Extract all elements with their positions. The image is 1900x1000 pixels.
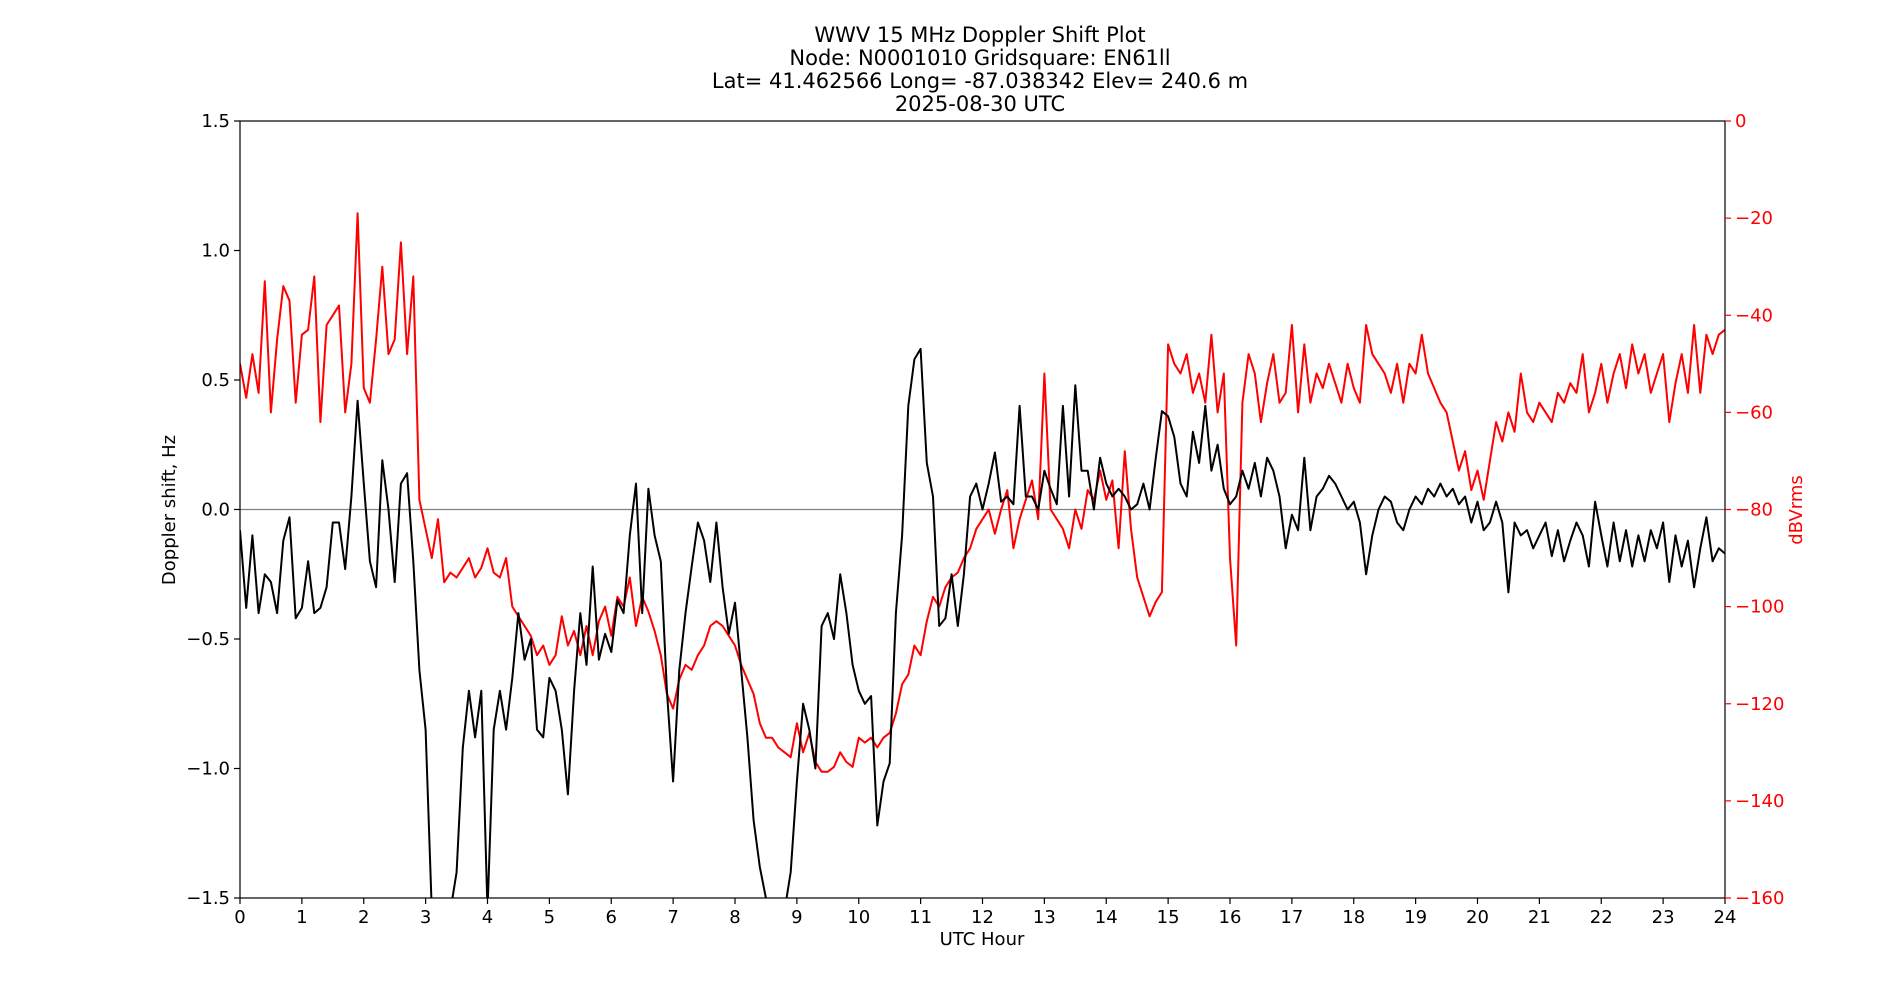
y-axis-label: Doppler shift, Hz	[159, 435, 180, 585]
title-line-4: 2025-08-30 UTC	[895, 92, 1065, 116]
x-tick-label: 8	[729, 907, 740, 928]
y-tick-label: −1.0	[186, 759, 230, 780]
x-tick-label: 24	[1714, 907, 1737, 928]
doppler-series-line	[240, 347, 1725, 898]
y2-tick-label: −40	[1735, 305, 1773, 326]
title-line-1: WWV 15 MHz Doppler Shift Plot	[814, 23, 1145, 47]
y-tick-label: 1.5	[201, 111, 230, 132]
x-tick-label: 0	[234, 907, 245, 928]
x-tick-label: 21	[1528, 907, 1551, 928]
x-tick-label: 20	[1466, 907, 1489, 928]
y-axis-left: −1.5 −1.0 −0.5 0.0 0.5 1.0 1.5	[186, 111, 240, 909]
y-tick-label: −0.5	[186, 629, 230, 650]
x-tick-label: 13	[1033, 907, 1056, 928]
y-axis-right: −160 −140 −120 −100 −80 −60 −40 −20 0	[1725, 111, 1784, 909]
title-line-3: Lat= 41.462566 Long= -87.038342 Elev= 24…	[712, 69, 1248, 93]
y2-tick-label: −100	[1735, 597, 1784, 618]
x-tick-label: 14	[1095, 907, 1118, 928]
x-tick-label: 7	[667, 907, 678, 928]
y2-tick-label: −140	[1735, 791, 1784, 812]
y-tick-label: −1.5	[186, 888, 230, 909]
x-tick-label: 11	[909, 907, 932, 928]
x-tick-label: 19	[1404, 907, 1427, 928]
y2-tick-label: −60	[1735, 402, 1773, 423]
x-tick-label: 9	[791, 907, 802, 928]
y-tick-label: 0.0	[201, 500, 230, 521]
y-tick-label: 1.0	[201, 241, 230, 262]
x-tick-label: 6	[606, 907, 617, 928]
x-tick-label: 22	[1590, 907, 1613, 928]
x-tick-label: 2	[358, 907, 369, 928]
x-tick-label: 5	[544, 907, 555, 928]
y2-tick-label: −20	[1735, 208, 1773, 229]
y2-axis-label: dBVrms	[1786, 475, 1807, 545]
x-tick-label: 18	[1342, 907, 1365, 928]
y2-tick-label: −120	[1735, 694, 1784, 715]
x-tick-label: 16	[1219, 907, 1242, 928]
x-tick-label: 10	[847, 907, 870, 928]
y2-tick-label: −80	[1735, 500, 1773, 521]
x-tick-label: 1	[296, 907, 307, 928]
x-axis-label: UTC Hour	[940, 929, 1025, 950]
title-line-2: Node: N0001010 Gridsquare: EN61ll	[789, 46, 1170, 70]
x-tick-label: 17	[1280, 907, 1303, 928]
chart-title: WWV 15 MHz Doppler Shift Plot Node: N000…	[712, 23, 1248, 116]
x-tick-label: 3	[420, 907, 431, 928]
plot-area	[240, 212, 1725, 898]
x-tick-label: 23	[1652, 907, 1675, 928]
x-tick-label: 12	[971, 907, 994, 928]
y2-tick-label: −160	[1735, 888, 1784, 909]
x-tick-label: 4	[482, 907, 493, 928]
y-tick-label: 0.5	[201, 370, 230, 391]
x-tick-label: 15	[1157, 907, 1180, 928]
y2-tick-label: 0	[1735, 111, 1746, 132]
power-series-line	[240, 212, 1725, 773]
x-axis: 0 1 2 3 4 5 6 7 8 9 10 11 12 13 14 15 16 17 18 19 20 21 22 23 24	[234, 898, 1736, 928]
